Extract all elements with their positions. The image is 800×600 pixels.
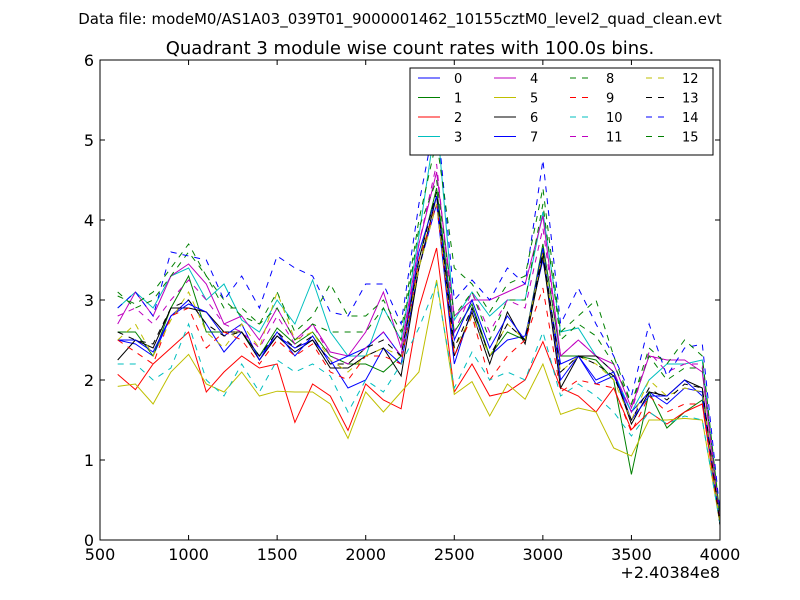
series-line-14 xyxy=(117,111,721,513)
legend-label-12: 12 xyxy=(682,72,699,87)
series-line-10 xyxy=(117,282,721,525)
legend-label-4: 4 xyxy=(530,72,538,87)
legend-label-10: 10 xyxy=(606,111,623,126)
series-line-5 xyxy=(117,279,721,525)
series-line-11 xyxy=(117,163,721,521)
legend-label-15: 15 xyxy=(682,131,699,146)
y-tick-label: 2 xyxy=(84,371,94,390)
y-tick-label: 6 xyxy=(84,51,94,70)
x-offset-label: +2.40384e8 xyxy=(620,563,720,582)
y-tick-label: 0 xyxy=(84,531,94,550)
chart-title: Quadrant 3 module wise count rates with … xyxy=(166,38,655,59)
y-tick-label: 4 xyxy=(84,211,94,230)
legend-label-7: 7 xyxy=(530,131,538,146)
legend-label-11: 11 xyxy=(606,131,623,146)
x-tick-label: 500 xyxy=(85,545,116,564)
legend-label-13: 13 xyxy=(682,92,699,107)
legend-label-2: 2 xyxy=(454,111,462,126)
legend-label-9: 9 xyxy=(606,92,614,107)
y-tick-label: 1 xyxy=(84,451,94,470)
y-tick-label: 3 xyxy=(84,291,94,310)
x-tick-label: 3000 xyxy=(522,545,563,564)
legend-label-3: 3 xyxy=(454,131,462,146)
legend-label-8: 8 xyxy=(606,72,614,87)
x-tick-label: 2000 xyxy=(345,545,386,564)
suptitle: Data file: modeM0/AS1A03_039T01_90000014… xyxy=(78,10,722,29)
x-tick-label: 2500 xyxy=(434,545,475,564)
x-tick-label: 1500 xyxy=(257,545,298,564)
series-line-3 xyxy=(117,115,721,521)
legend-label-0: 0 xyxy=(454,72,462,87)
x-tick-label: 1000 xyxy=(168,545,209,564)
legend-label-5: 5 xyxy=(530,92,538,107)
series-line-2 xyxy=(117,247,721,525)
x-tick-label: 4000 xyxy=(700,545,741,564)
x-tick-label: 3500 xyxy=(611,545,652,564)
legend-frame xyxy=(409,67,714,156)
legend-label-14: 14 xyxy=(682,111,699,126)
series-line-15 xyxy=(117,139,721,517)
legend-label-1: 1 xyxy=(454,92,462,107)
series-lines xyxy=(117,111,721,526)
series-line-12 xyxy=(117,203,721,525)
legend-label-6: 6 xyxy=(530,111,538,126)
series-line-9 xyxy=(117,203,721,525)
series-line-7 xyxy=(117,195,721,525)
y-tick-label: 5 xyxy=(84,131,94,150)
